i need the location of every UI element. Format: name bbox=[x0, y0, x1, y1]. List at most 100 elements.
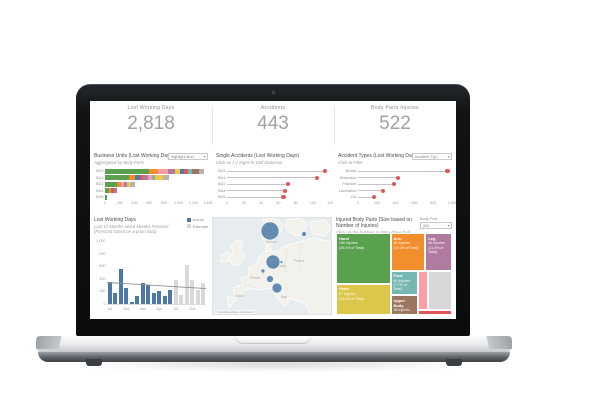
map-bubble[interactable] bbox=[265, 254, 281, 270]
body-part-dropdown[interactable]: (All) ▾ bbox=[420, 222, 452, 229]
bar-segment[interactable] bbox=[143, 175, 148, 181]
bar-segment[interactable] bbox=[139, 175, 144, 181]
lollipop-dot[interactable] bbox=[314, 175, 320, 180]
bar-segment[interactable] bbox=[105, 169, 150, 174]
bar-segment[interactable] bbox=[134, 175, 140, 181]
map-bubble[interactable] bbox=[260, 221, 280, 241]
lollipop-dot[interactable] bbox=[281, 195, 286, 200]
bar-segment[interactable] bbox=[183, 169, 189, 174]
stacked-bar[interactable] bbox=[105, 175, 208, 181]
lollipop-dot[interactable] bbox=[372, 195, 377, 200]
map-bubble[interactable] bbox=[271, 282, 283, 294]
estimate-bar[interactable] bbox=[173, 280, 178, 304]
stacked-bar[interactable] bbox=[105, 194, 208, 200]
treemap-tile-arm[interactable]: Arm 80 Injuries (15.3% of Total) bbox=[390, 233, 426, 271]
actual-bar[interactable] bbox=[140, 283, 145, 304]
treemap-tile-head[interactable]: Head 87 Injuries (16.6% of Total) bbox=[336, 283, 391, 315]
bar-segment[interactable] bbox=[174, 169, 180, 174]
bar-segment[interactable] bbox=[179, 169, 184, 174]
actual-bar[interactable] bbox=[107, 281, 112, 304]
bar-segment[interactable] bbox=[124, 181, 127, 187]
bar-segment[interactable] bbox=[163, 175, 169, 181]
estimate-bar[interactable] bbox=[195, 289, 200, 304]
treemap-tile-leg[interactable]: Leg 60 Injuries (11.5% of Total) bbox=[425, 233, 452, 271]
bar-segment[interactable] bbox=[154, 175, 164, 181]
lollipop-dot[interactable] bbox=[322, 169, 327, 174]
treemap-tile[interactable] bbox=[418, 310, 452, 316]
bar-segment[interactable] bbox=[129, 181, 136, 187]
lollipop-dot[interactable] bbox=[282, 188, 288, 193]
highlight-body-part-dropdown[interactable]: Highlight Bod.. ▾ bbox=[168, 153, 208, 160]
actual-bar[interactable] bbox=[118, 268, 123, 304]
lollipop-track[interactable] bbox=[227, 182, 330, 187]
actual-bar[interactable] bbox=[113, 292, 118, 304]
stacked-bar[interactable] bbox=[105, 169, 208, 174]
actual-bar[interactable] bbox=[124, 288, 129, 304]
bar-segment[interactable] bbox=[105, 175, 130, 181]
actual-bar[interactable] bbox=[168, 290, 173, 304]
bar-segment[interactable] bbox=[129, 175, 135, 181]
bar-segment[interactable] bbox=[198, 169, 205, 174]
estimate-bar[interactable] bbox=[179, 294, 184, 304]
lollipop-track[interactable] bbox=[227, 169, 330, 174]
map-bubble[interactable] bbox=[279, 260, 284, 264]
lollipop-track[interactable] bbox=[227, 195, 330, 200]
map-bubble[interactable] bbox=[266, 275, 274, 283]
bar-segment[interactable] bbox=[117, 181, 122, 187]
lollipop-dot[interactable] bbox=[391, 182, 396, 187]
bar-segment[interactable] bbox=[151, 175, 155, 181]
map-bubble[interactable] bbox=[260, 268, 266, 274]
lollipop-track[interactable] bbox=[358, 175, 452, 180]
bar-segment[interactable] bbox=[192, 169, 199, 174]
bar-segment[interactable] bbox=[168, 169, 175, 174]
lollipop-track[interactable] bbox=[358, 182, 452, 187]
actual-bar[interactable] bbox=[162, 296, 167, 304]
axis-tick: 20 bbox=[242, 201, 247, 206]
bar-segment[interactable] bbox=[105, 188, 109, 194]
bar-segment[interactable] bbox=[108, 188, 112, 194]
treemap-tile-foot[interactable]: Foot 40 Injuries (7.7% of Total) bbox=[390, 270, 419, 296]
kpi-divider bbox=[212, 107, 213, 145]
estimate-bar[interactable] bbox=[190, 280, 195, 304]
bar-segment[interactable] bbox=[114, 188, 118, 194]
lollipop-track[interactable] bbox=[358, 195, 452, 200]
lollipop-chart: BU3 BU1 BU2 BU4 BU5 bbox=[216, 169, 330, 200]
bar-segment[interactable] bbox=[105, 194, 108, 200]
lollipop-label: BU2 bbox=[218, 182, 226, 187]
treemap-tile[interactable] bbox=[427, 270, 452, 311]
lollipop-dot[interactable] bbox=[380, 188, 386, 193]
lollipop-dot[interactable] bbox=[445, 169, 450, 174]
actual-bar[interactable] bbox=[135, 296, 140, 304]
treemap-tile-hand[interactable]: Hand 188 Injuries (36.0% of Total) bbox=[336, 233, 391, 284]
treemap-tile[interactable] bbox=[418, 270, 428, 311]
tile-injuries: 36 Injuries bbox=[393, 308, 411, 313]
actual-bar[interactable] bbox=[157, 291, 162, 304]
lollipop-dot[interactable] bbox=[285, 182, 291, 187]
lollipop-track[interactable] bbox=[358, 169, 452, 174]
estimate-bar[interactable] bbox=[201, 283, 206, 304]
bar-segment[interactable] bbox=[149, 169, 158, 174]
lollipop-track[interactable] bbox=[227, 175, 330, 180]
estimate-bar[interactable] bbox=[184, 264, 189, 304]
lollipop-dot[interactable] bbox=[396, 175, 401, 180]
bar-segment[interactable] bbox=[111, 188, 115, 194]
actual-bar[interactable] bbox=[129, 302, 134, 304]
bar-segment[interactable] bbox=[126, 181, 130, 187]
lollipop-label: Laceration bbox=[338, 188, 357, 193]
actual-bar[interactable] bbox=[146, 285, 151, 304]
lollipop-track[interactable] bbox=[227, 188, 330, 193]
map-bubble[interactable] bbox=[301, 231, 307, 237]
bar-segment[interactable] bbox=[105, 181, 118, 187]
accident-type-dropdown[interactable]: Accident Typ.. ▾ bbox=[412, 153, 452, 160]
bar-segment[interactable] bbox=[188, 169, 193, 174]
europe-map[interactable]: Norway Poland Germany France Spain Italy © Op… bbox=[212, 217, 332, 315]
kpi-value: 2,818 bbox=[127, 113, 175, 134]
lollipop-track[interactable] bbox=[358, 188, 452, 193]
stacked-bar[interactable] bbox=[105, 188, 208, 194]
bar-segment[interactable] bbox=[121, 181, 125, 187]
stacked-bar[interactable] bbox=[105, 181, 208, 187]
actual-bar[interactable] bbox=[151, 292, 156, 304]
bar-segment[interactable] bbox=[147, 175, 152, 181]
bar-segment[interactable] bbox=[157, 169, 169, 174]
